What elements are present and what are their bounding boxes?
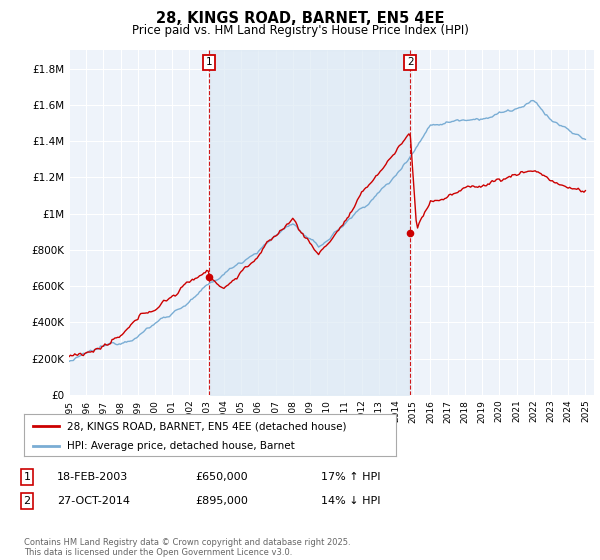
- Text: Price paid vs. HM Land Registry's House Price Index (HPI): Price paid vs. HM Land Registry's House …: [131, 24, 469, 36]
- Point: [406, 228, 415, 237]
- Text: £650,000: £650,000: [195, 472, 248, 482]
- Text: 28, KINGS ROAD, BARNET, EN5 4EE (detached house): 28, KINGS ROAD, BARNET, EN5 4EE (detache…: [67, 421, 346, 431]
- Text: 14% ↓ HPI: 14% ↓ HPI: [321, 496, 380, 506]
- Text: 28, KINGS ROAD, BARNET, EN5 4EE: 28, KINGS ROAD, BARNET, EN5 4EE: [156, 11, 444, 26]
- Point: [204, 273, 214, 282]
- Text: 17% ↑ HPI: 17% ↑ HPI: [321, 472, 380, 482]
- Text: 2: 2: [407, 58, 413, 67]
- Text: £895,000: £895,000: [195, 496, 248, 506]
- Text: 1: 1: [23, 472, 31, 482]
- Text: HPI: Average price, detached house, Barnet: HPI: Average price, detached house, Barn…: [67, 441, 295, 451]
- Text: Contains HM Land Registry data © Crown copyright and database right 2025.
This d: Contains HM Land Registry data © Crown c…: [24, 538, 350, 557]
- Text: 1: 1: [205, 58, 212, 67]
- Text: 2: 2: [23, 496, 31, 506]
- Text: 18-FEB-2003: 18-FEB-2003: [57, 472, 128, 482]
- Text: 27-OCT-2014: 27-OCT-2014: [57, 496, 130, 506]
